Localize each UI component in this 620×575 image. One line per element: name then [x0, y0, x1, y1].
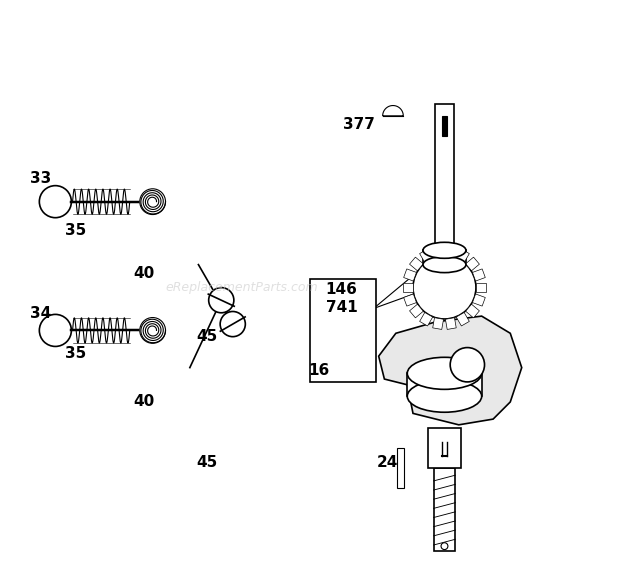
Circle shape: [441, 543, 448, 550]
FancyBboxPatch shape: [428, 428, 461, 467]
FancyBboxPatch shape: [423, 250, 466, 264]
Text: 35: 35: [64, 346, 86, 361]
Text: 35: 35: [64, 223, 86, 238]
Polygon shape: [476, 283, 486, 292]
Circle shape: [209, 288, 234, 313]
FancyBboxPatch shape: [435, 105, 454, 259]
Text: 33: 33: [30, 171, 51, 186]
Text: 40: 40: [133, 266, 154, 281]
Polygon shape: [456, 312, 469, 326]
Text: eReplacementParts.com: eReplacementParts.com: [165, 281, 317, 294]
Circle shape: [450, 347, 484, 382]
Polygon shape: [472, 269, 485, 281]
Ellipse shape: [423, 242, 466, 258]
FancyBboxPatch shape: [442, 116, 447, 136]
Polygon shape: [445, 246, 456, 257]
Text: 146: 146: [326, 282, 357, 297]
Ellipse shape: [407, 357, 482, 389]
Text: 34: 34: [30, 306, 51, 321]
Circle shape: [39, 186, 71, 218]
FancyBboxPatch shape: [397, 448, 404, 488]
Text: 40: 40: [133, 394, 154, 409]
Polygon shape: [404, 269, 417, 281]
Text: 741: 741: [326, 300, 357, 315]
Polygon shape: [403, 283, 413, 292]
Polygon shape: [420, 312, 433, 326]
FancyBboxPatch shape: [407, 373, 482, 396]
Polygon shape: [404, 294, 417, 306]
Polygon shape: [466, 304, 479, 318]
Polygon shape: [472, 294, 485, 306]
Circle shape: [413, 256, 476, 319]
Polygon shape: [383, 106, 403, 116]
Polygon shape: [410, 257, 423, 271]
FancyBboxPatch shape: [310, 279, 376, 382]
Polygon shape: [420, 249, 433, 263]
Ellipse shape: [407, 380, 482, 412]
Polygon shape: [445, 318, 456, 329]
Polygon shape: [433, 318, 443, 329]
Ellipse shape: [423, 256, 466, 273]
Polygon shape: [466, 257, 479, 271]
Polygon shape: [379, 316, 521, 425]
Text: 45: 45: [197, 454, 218, 470]
Circle shape: [39, 315, 71, 347]
Text: 16: 16: [308, 363, 329, 378]
Polygon shape: [410, 304, 423, 318]
Text: 377: 377: [343, 117, 374, 132]
Circle shape: [220, 312, 246, 337]
Polygon shape: [456, 249, 469, 263]
Polygon shape: [433, 246, 443, 257]
Text: 45: 45: [197, 329, 218, 344]
Text: 24: 24: [376, 454, 398, 470]
FancyBboxPatch shape: [433, 467, 455, 551]
